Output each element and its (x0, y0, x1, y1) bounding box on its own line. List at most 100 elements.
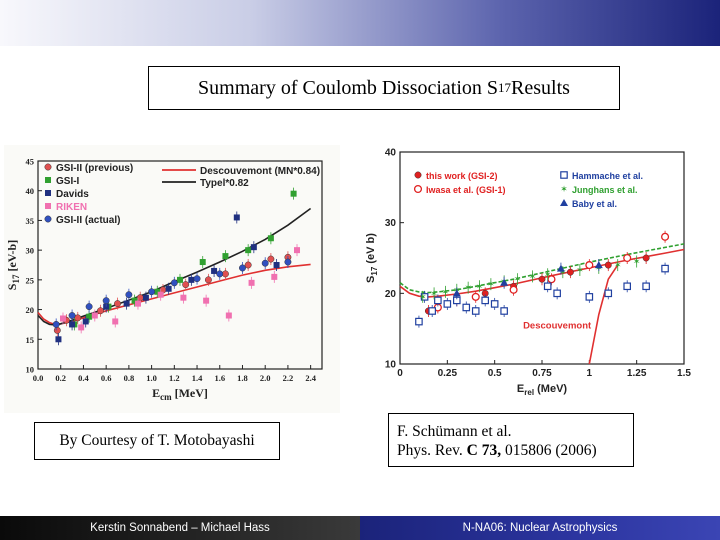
y-tick-label: 40 (26, 186, 35, 196)
data-point (434, 296, 442, 305)
y-axis-label-sub: 17 (370, 266, 379, 275)
data-point (55, 336, 62, 343)
data-point (225, 312, 232, 319)
data-point (261, 259, 269, 267)
legend-marker (44, 215, 52, 223)
footer-right: N-NA06: Nuclear Astrophysics (360, 516, 720, 540)
caption-right-prefix: Phys. Rev. (397, 442, 467, 459)
data-point (604, 261, 612, 269)
data-point (267, 235, 274, 242)
legend-label: Hammache et al. (572, 171, 643, 181)
caption-right-bold: C 73, (466, 442, 502, 459)
y-axis-label-unit: [eV-b] (5, 240, 19, 275)
legend-label: Davids (56, 189, 89, 200)
x-tick-label: 0.6 (101, 373, 112, 383)
data-point (428, 307, 436, 315)
x-tick-label: 1.2 (169, 373, 180, 383)
data-point (123, 300, 130, 307)
footer-right-text: N-NA06: Nuclear Astrophysics (462, 522, 618, 534)
data-point (500, 278, 509, 286)
data-point (462, 303, 471, 312)
legend-label: Iwasa et al. (GSI-1) (426, 185, 506, 195)
data-point (509, 285, 518, 294)
y-tick-label: 10 (385, 360, 397, 371)
data-point (112, 318, 119, 325)
data-point (114, 300, 121, 308)
data-point (142, 294, 149, 301)
data-point (642, 254, 650, 262)
data-point (203, 297, 210, 304)
y-tick-label: 20 (26, 305, 35, 315)
y-tick-label: 45 (26, 157, 35, 167)
data-point (471, 292, 480, 301)
caption-right-line1: F. Schümann et al. (397, 423, 512, 440)
data-point: ✶ (576, 266, 584, 276)
data-point (500, 307, 508, 315)
data-point (199, 259, 206, 266)
legend-label: Descouvemont (MN*0.84) (200, 166, 320, 177)
x-tick-label: 0 (397, 368, 403, 379)
data-point (294, 247, 301, 254)
x-tick-label: 0.0 (33, 373, 44, 383)
x-tick-label: 0.2 (55, 373, 66, 383)
data-point (86, 313, 93, 320)
footer-left-text: Kerstin Sonnabend – Michael Hass (90, 522, 270, 534)
data-point (177, 276, 183, 283)
data-point (490, 300, 499, 308)
slide-title-tail: Results (511, 76, 570, 99)
legend-marker (560, 171, 568, 179)
data-point (661, 232, 670, 241)
legend-label: Typel*0.82 (200, 178, 249, 189)
data-point: ✶ (476, 282, 484, 292)
caption-left: By Courtesy of T. Motobayashi (34, 422, 280, 460)
data-point (165, 285, 172, 292)
data-point (69, 321, 76, 328)
data-point (543, 282, 552, 291)
y-axis-label: S17 [eV-b] (5, 240, 21, 290)
data-point (193, 275, 201, 283)
legend-label: this work (GSI-2) (426, 171, 498, 181)
legend-label: GSI-I (56, 176, 80, 187)
data-point (148, 288, 156, 296)
data-point (131, 297, 138, 304)
data-point (68, 312, 76, 319)
y-tick-label: 30 (385, 218, 397, 229)
legend-marker (44, 163, 52, 171)
x-tick-label: 2.4 (305, 373, 316, 383)
x-tick-label: 1.6 (214, 373, 225, 383)
data-point (134, 300, 141, 307)
caption-right-suffix: 015806 (2006) (501, 442, 597, 459)
y-tick-label: 25 (26, 275, 35, 285)
data-point (250, 244, 257, 251)
data-point (284, 258, 292, 266)
x-tick-label: 0.8 (124, 373, 135, 383)
data-point (290, 190, 297, 197)
data-point (267, 255, 275, 263)
data-point: ✶ (487, 280, 495, 290)
data-point (125, 291, 133, 299)
data-point: ✶ (514, 275, 522, 285)
data-point: ✶ (430, 289, 438, 299)
y-axis-label-main: S (5, 283, 19, 290)
data-point (538, 275, 546, 283)
data-point (59, 315, 66, 322)
data-point (211, 267, 218, 274)
x-tick-label: 2.0 (260, 373, 271, 383)
legend-label: RIKEN (56, 202, 87, 213)
data-point: ✶ (559, 268, 567, 278)
data-point (420, 293, 429, 301)
data-point (53, 326, 61, 334)
legend-label: Junghans et al. (572, 185, 638, 195)
data-point (452, 289, 461, 297)
data-point (481, 296, 490, 305)
x-tick-label: 1.5 (677, 368, 691, 379)
data-point (102, 297, 110, 305)
curve-line (588, 264, 619, 365)
legend-marker (45, 190, 51, 196)
data-point (556, 264, 565, 272)
legend-label: GSI-II (actual) (56, 215, 120, 226)
left-chart: 0.0 0.2 0.4 0.6 0.8 1.0 1.2 1.4 1.6 1.8 2.0 2.2 2.4 1… (4, 145, 340, 413)
data-point (594, 261, 603, 269)
data-point (245, 247, 252, 254)
